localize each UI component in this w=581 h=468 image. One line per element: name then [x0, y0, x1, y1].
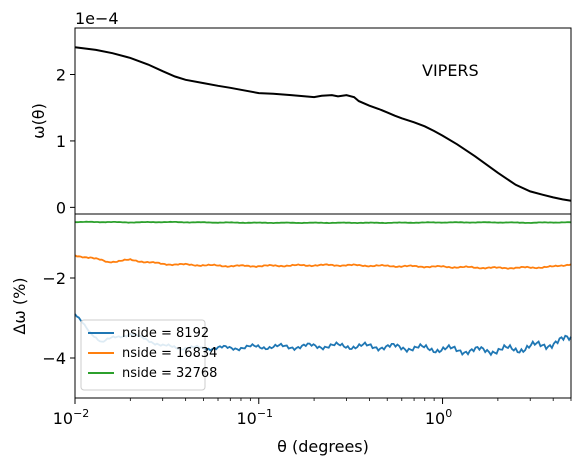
top-series-line	[74, 46, 572, 202]
bottom-ylabel: Δω (%)	[10, 277, 29, 334]
top-ytick-label: 2	[56, 66, 66, 85]
top-ytick-label: 0	[56, 198, 66, 217]
bottom-series-line	[74, 220, 572, 225]
top-series-lines	[74, 46, 572, 202]
top-ytick-label: 1	[56, 132, 66, 151]
top-panel: 0 1 2 1e−4 VIPERS ω(θ)	[29, 9, 572, 220]
legend-label: nside = 8192	[122, 326, 209, 341]
bottom-xtick-label: 100	[425, 407, 452, 428]
legend-entries: nside = 8192 nside = 16834 nside = 32768	[88, 326, 217, 381]
bottom-x-ticks: 10−2 10−1 100	[53, 398, 572, 428]
bottom-panel: −4 −2 10−2 10−1 100 Δω (%) θ (degrees) nsid…	[10, 213, 572, 456]
bottom-plot-frame	[74, 213, 572, 399]
top-plot-area	[75, 28, 571, 214]
bottom-y-ticks: −4 −2	[42, 269, 75, 368]
bottom-ytick-label: −4	[42, 349, 66, 368]
top-ylabel: ω(θ)	[29, 103, 48, 139]
bottom-xtick-label: 10−1	[236, 407, 273, 428]
legend-label: nside = 16834	[122, 346, 217, 361]
bottom-xtick-label: 10−2	[53, 407, 90, 428]
top-annotation: VIPERS	[422, 61, 479, 80]
top-offset-text: 1e−4	[75, 9, 119, 28]
bottom-series-line	[74, 254, 572, 270]
legend: nside = 8192 nside = 16834 nside = 32768	[80, 319, 217, 391]
legend-label: nside = 32768	[122, 366, 217, 381]
bottom-ytick-label: −2	[42, 269, 66, 288]
bottom-xlabel: θ (degrees)	[277, 437, 369, 456]
